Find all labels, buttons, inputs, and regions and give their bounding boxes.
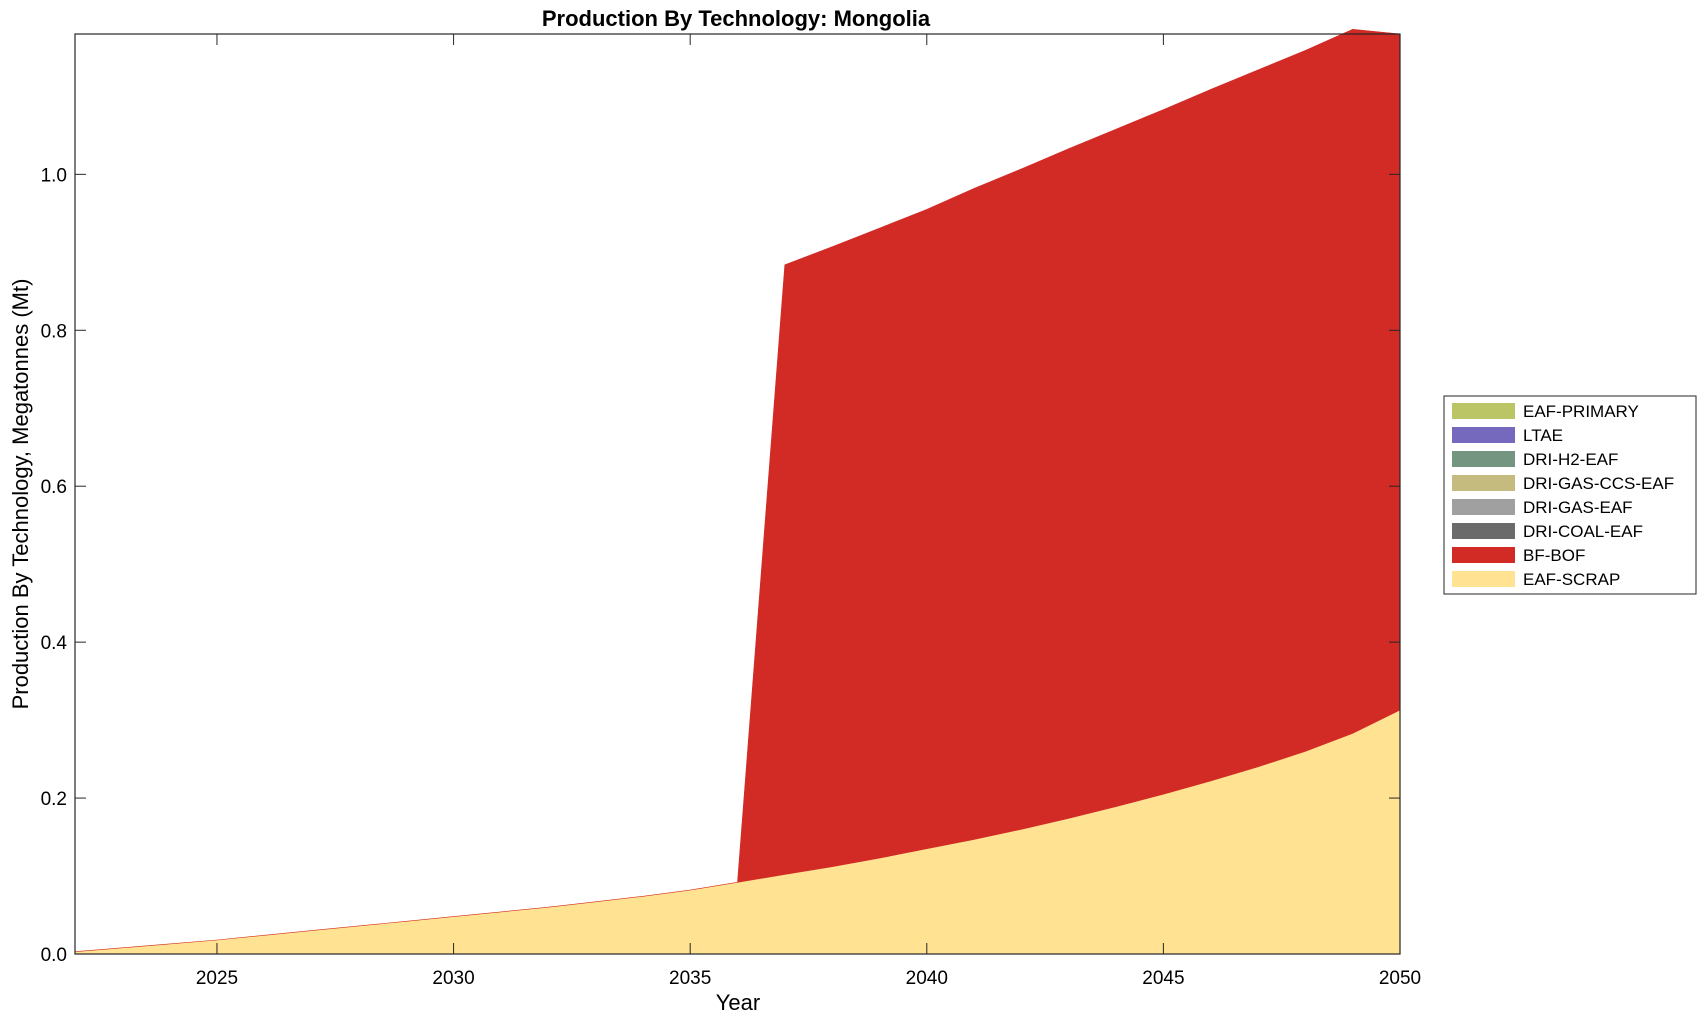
x-tick-label: 2035	[669, 968, 711, 989]
legend-label: DRI-GAS-CCS-EAF	[1523, 474, 1674, 493]
y-tick-label: 1.0	[41, 165, 67, 186]
x-tick-label: 2050	[1379, 968, 1421, 989]
y-tick-label: 0.0	[41, 945, 67, 966]
x-axis-label: Year	[716, 990, 760, 1015]
x-tick-label: 2040	[906, 968, 948, 989]
y-axis-label: Production By Technology, Megatonnes (Mt…	[8, 279, 33, 710]
y-tick-label: 0.2	[41, 789, 67, 810]
legend-label: DRI-H2-EAF	[1523, 450, 1618, 469]
y-tick-label: 0.4	[41, 633, 68, 654]
legend-swatch	[1452, 451, 1515, 467]
y-tick-label: 0.6	[41, 477, 67, 498]
legend-swatch	[1452, 427, 1515, 443]
legend-label: EAF-SCRAP	[1523, 570, 1620, 589]
chart-title: Production By Technology: Mongolia	[542, 6, 931, 31]
axis-ticks: 2025 2030 2035 2040 2045 2050 0.0 0.2 0.4 0.6 0.8 1…	[41, 34, 1421, 989]
y-tick-label: 0.8	[41, 321, 67, 342]
x-tick-label: 2025	[196, 968, 238, 989]
legend: EAF-PRIMARY LTAE DRI-H2-EAF DRI-GAS-CCS-EAF…	[1443, 395, 1697, 595]
legend-swatch	[1452, 547, 1515, 563]
legend-swatch	[1452, 523, 1515, 539]
legend-label: DRI-GAS-EAF	[1523, 498, 1633, 517]
legend-label: BF-BOF	[1523, 546, 1585, 565]
legend-swatch	[1452, 403, 1515, 419]
x-tick-label: 2045	[1142, 968, 1184, 989]
legend-label: EAF-PRIMARY	[1523, 402, 1639, 421]
legend-label: LTAE	[1523, 426, 1563, 445]
x-tick-label: 2030	[432, 968, 474, 989]
legend-swatch	[1452, 571, 1515, 587]
plot-frame	[74, 33, 1401, 955]
legend-swatch	[1452, 475, 1515, 491]
legend-swatch	[1452, 499, 1515, 515]
legend-label: DRI-COAL-EAF	[1523, 522, 1643, 541]
